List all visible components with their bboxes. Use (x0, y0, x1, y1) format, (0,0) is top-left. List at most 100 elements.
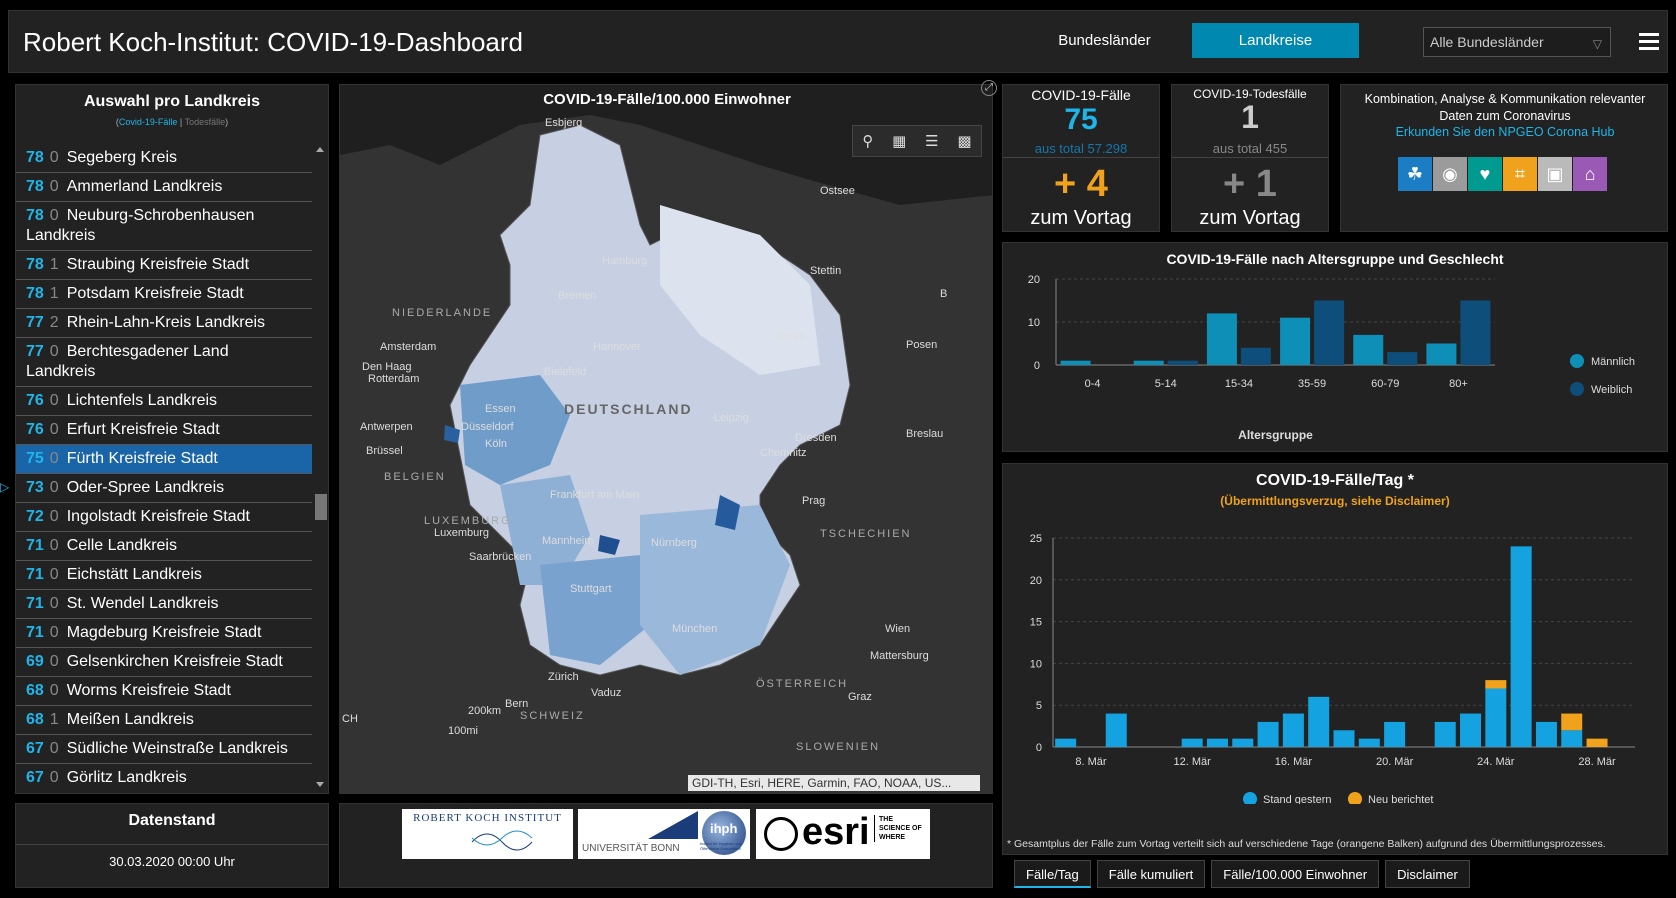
tab-landkreise[interactable]: Landkreise (1192, 23, 1359, 58)
list-item[interactable]: 67 0 Südliche Weinstraße Landkreis (16, 735, 312, 764)
daily-bar[interactable] (1561, 730, 1583, 747)
region-rlp[interactable] (500, 475, 590, 585)
list-item-deaths: 0 (49, 450, 59, 467)
list-item[interactable]: 68 1 Meißen Landkreis (16, 706, 312, 735)
daily-bar[interactable] (1282, 713, 1304, 747)
network-icon[interactable]: ⌗ (1503, 157, 1537, 191)
age-bar[interactable] (1314, 300, 1345, 366)
age-bar[interactable] (1060, 360, 1091, 365)
deaths-toggle[interactable]: Todesfälle (184, 117, 226, 127)
map-panel[interactable]: COVID-19-Fälle/100.000 Einwohner Esbjerg… (339, 84, 993, 794)
daily-bar[interactable] (1358, 738, 1380, 747)
hamburger-menu-icon[interactable] (1639, 33, 1659, 51)
daily-bar[interactable] (1308, 696, 1330, 747)
list-item[interactable]: 71 0 Magdeburg Kreisfreie Stadt (16, 619, 312, 648)
daily-bar[interactable] (1535, 721, 1557, 747)
list-item[interactable]: 76 0 Erfurt Kreisfreie Stadt (16, 416, 312, 445)
list-item[interactable]: 75 0 Fürth Kreisfreie Stadt (16, 445, 312, 474)
region-nrw[interactable] (460, 375, 570, 485)
region-north-east[interactable] (660, 205, 820, 375)
list-item[interactable]: 78 0 Ammerland Landkreis (16, 173, 312, 202)
bottom-tab-3[interactable]: Disclaimer (1385, 860, 1470, 888)
list-item[interactable]: 77 2 Rhein-Lahn-Kreis Landkreis (16, 309, 312, 338)
list-item-deaths: 0 (49, 566, 59, 583)
age-bar[interactable] (1133, 360, 1164, 365)
expand-icon[interactable]: ⤢ (981, 80, 997, 96)
list-item[interactable]: 73 0 Oder-Spree Landkreis (16, 474, 312, 503)
list-item[interactable]: 77 0 Berchtesgadener Land Landkreis (16, 338, 312, 387)
list-item[interactable]: 78 0 Neuburg-Schrobenhausen Landkreis (16, 202, 312, 251)
heart-pulse-icon[interactable]: ♥ (1468, 157, 1502, 191)
scrollbar-thumb[interactable] (315, 494, 327, 520)
list-item[interactable]: 76 0 Lichtenfels Landkreis (16, 387, 312, 416)
age-bar[interactable] (1206, 313, 1237, 365)
age-bar[interactable] (1280, 317, 1311, 365)
daily-legend-label: Neu berichtet (1368, 794, 1433, 804)
daily-bar[interactable] (1055, 738, 1077, 747)
qr-grid-icon[interactable]: ▩ (957, 133, 972, 150)
list-item[interactable]: 71 0 Eichstätt Landkreis (16, 561, 312, 590)
daily-bar[interactable] (1333, 730, 1355, 747)
daily-bar[interactable] (1434, 721, 1456, 747)
list-item[interactable]: 68 0 Worms Kreisfreie Stadt (16, 677, 312, 706)
side-expand-arrow-icon[interactable]: ▷ (0, 480, 10, 494)
bookmark-icon[interactable]: ▦ (892, 133, 907, 150)
bottom-tab-0[interactable]: Fälle/Tag (1014, 860, 1091, 888)
map-attribution: GDI-TH, Esri, HERE, Garmin, FAO, NOAA, U… (688, 775, 980, 791)
hub-link[interactable]: Erkunden Sie den NPGEO Corona Hub (1395, 125, 1615, 139)
age-bar[interactable] (1387, 352, 1418, 365)
region-dark-2[interactable] (598, 535, 620, 555)
daily-bar[interactable] (1586, 738, 1608, 747)
map-label-scale_km: 200km (468, 705, 502, 717)
map-label-amsterdam: Amsterdam (380, 341, 437, 353)
age-bar[interactable] (1426, 343, 1457, 366)
state-select[interactable]: Alle Bundesländer ▽ (1423, 27, 1611, 57)
list-item[interactable]: 78 1 Potsdam Kreisfreie Stadt (16, 280, 312, 309)
daily-bar[interactable] (1181, 738, 1203, 747)
list-item[interactable]: 67 0 Görlitz Landkreis (16, 764, 312, 790)
daily-bar[interactable] (1105, 713, 1127, 747)
list-item-deaths: 0 (49, 769, 59, 786)
daily-bar[interactable] (1510, 546, 1532, 747)
region-bw[interactable] (540, 555, 650, 665)
bottom-tab-1[interactable]: Fälle kumuliert (1096, 860, 1206, 888)
list-item[interactable]: 71 0 St. Wendel Landkreis (16, 590, 312, 619)
list-item[interactable]: 71 0 Celle Landkreis (16, 532, 312, 561)
daily-bar[interactable] (1561, 713, 1583, 731)
region-bayern[interactable] (640, 505, 790, 675)
rki-logo: ROBERT KOCH INSTITUT (402, 809, 573, 859)
map-label-luxemburg_region: LUXEMBURG (424, 515, 512, 527)
map-label-nuernberg: Nürnberg (651, 537, 697, 549)
legend-list-icon[interactable]: ☰ (925, 133, 939, 150)
list-item[interactable]: 78 1 Straubing Kreisfreie Stadt (16, 251, 312, 280)
list-scrollbar[interactable] (313, 144, 327, 790)
region-dark-1[interactable] (715, 495, 740, 530)
car-icon[interactable]: ▣ (1538, 157, 1572, 191)
age-xlabel: Altersgruppe (1238, 428, 1313, 442)
age-bar[interactable] (1353, 334, 1384, 365)
list-item[interactable]: 78 0 Segeberg Kreis (16, 144, 312, 173)
list-item-value: 67 (26, 740, 44, 757)
region-dark-3[interactable] (444, 425, 460, 443)
list-item[interactable]: 72 0 Ingolstadt Kreisfreie Stadt (16, 503, 312, 532)
daily-bar[interactable] (1485, 688, 1507, 747)
age-bar[interactable] (1240, 347, 1271, 365)
age-bar[interactable] (1167, 360, 1198, 365)
search-icon[interactable]: ⚲ (862, 133, 874, 150)
germany-map[interactable] (340, 85, 993, 794)
list-item-name: Fürth Kreisfreie Stadt (66, 450, 218, 467)
bottom-tab-2[interactable]: Fälle/100.000 Einwohner (1211, 860, 1380, 888)
daily-bar[interactable] (1257, 721, 1279, 747)
daily-bar[interactable] (1460, 713, 1482, 747)
daily-bar[interactable] (1206, 738, 1228, 747)
daily-bar[interactable] (1232, 738, 1254, 747)
daily-bar[interactable] (1485, 680, 1507, 689)
church-icon[interactable]: ⌂ (1573, 157, 1607, 191)
tab-bundeslaender[interactable]: Bundesländer (1021, 23, 1188, 58)
list-item[interactable]: 69 0 Gelsenkirchen Kreisfreie Stadt (16, 648, 312, 677)
daily-bar[interactable] (1384, 721, 1406, 747)
plant-hand-icon[interactable]: ☘ (1398, 157, 1432, 191)
age-bar[interactable] (1460, 300, 1491, 366)
map-pin-icon[interactable]: ◉ (1433, 157, 1467, 191)
cases-toggle[interactable]: Covid-19-Fälle (118, 117, 178, 127)
